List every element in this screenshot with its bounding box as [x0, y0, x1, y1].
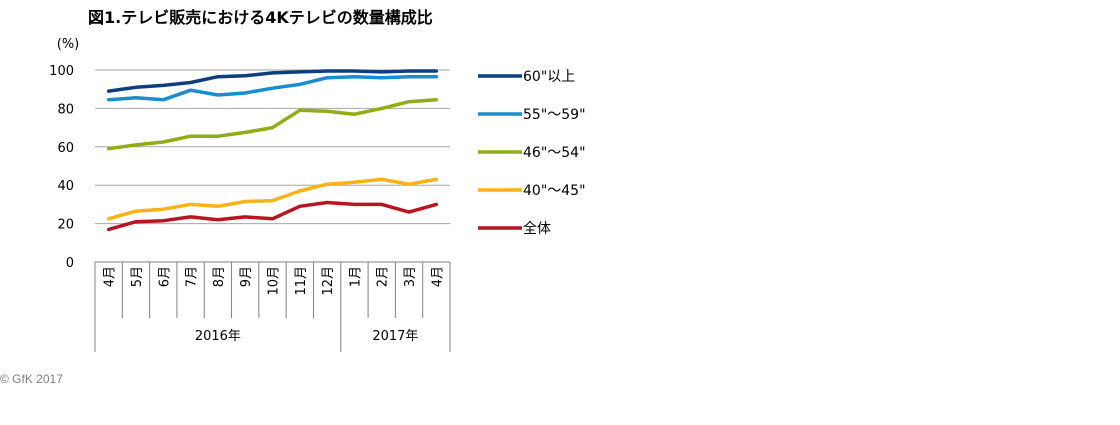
series-line	[106, 200, 439, 232]
x-tick-label: 3月	[403, 266, 418, 287]
y-tick-label: 80	[57, 102, 74, 117]
series-lines	[106, 69, 439, 232]
legend-label: 55"～59"	[523, 107, 586, 123]
x-tick-label: 6月	[157, 266, 172, 287]
legend-label: 40"～45"	[523, 183, 586, 199]
year-group-label: 2016年	[195, 329, 241, 344]
y-tick-label: 0	[66, 256, 74, 271]
legend-label: 60"以上	[523, 69, 575, 85]
x-tick-label: 8月	[212, 266, 227, 287]
legend-label: 46"～54"	[523, 145, 586, 161]
copyright-notice: © GfK 2017	[0, 372, 63, 386]
year-group-label: 2017年	[372, 329, 418, 344]
legend-label: 全体	[523, 220, 551, 237]
y-tick-label: 20	[57, 218, 74, 233]
x-tick-label: 9月	[239, 266, 254, 287]
x-tick-label: 11月	[294, 266, 309, 296]
legend: 60"以上 55"～59" 46"～54" 40"～45" 全体	[478, 69, 586, 237]
y-tick-label: 100	[49, 64, 74, 79]
x-tick-label: 12月	[321, 266, 336, 296]
y-tick-label: 60	[57, 141, 74, 156]
y-axis-label: (%)	[57, 37, 80, 52]
axes: 0 20 40 60 80 100 (%) 4月 5月 6月 7月 8月 9月 10月 11月 12月 1月 2月…	[49, 37, 451, 352]
x-tick-label: 4月	[103, 266, 118, 287]
x-tick-label: 10月	[267, 266, 282, 296]
x-tick-label: 7月	[185, 266, 200, 287]
series-line	[106, 74, 439, 102]
series-line	[106, 69, 439, 93]
x-tick-label: 2月	[376, 266, 391, 287]
x-tick-label: 4月	[430, 266, 445, 287]
series-line	[106, 177, 439, 221]
y-tick-label: 40	[57, 179, 74, 194]
x-tick-label: 1月	[348, 266, 363, 287]
x-tick-label: 5月	[130, 266, 145, 287]
chart-title: 図1.テレビ販売における4Kテレビの数量構成比	[88, 8, 433, 27]
series-line	[106, 98, 439, 151]
